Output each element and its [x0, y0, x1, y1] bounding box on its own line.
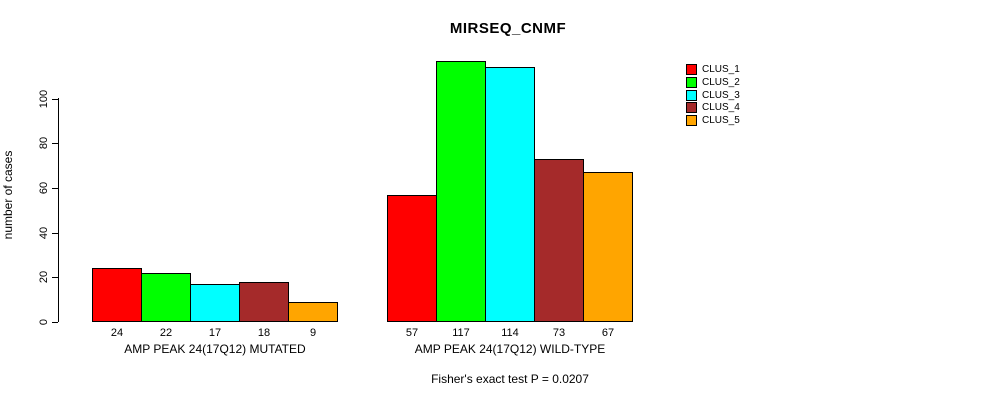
- bar-clus_4-group1: [239, 282, 289, 322]
- y-tick-mark: [52, 188, 58, 189]
- bar-value-label: 114: [501, 327, 519, 339]
- legend-entry-clus_5: CLUS_5: [686, 114, 740, 127]
- legend-entry-clus_3: CLUS_3: [686, 89, 740, 102]
- bar-value-label: 117: [452, 327, 470, 339]
- bar-value-label: 73: [552, 327, 566, 339]
- bar-clus_2-group2: [436, 61, 486, 322]
- y-tick-mark: [52, 233, 58, 234]
- chart-title: MIRSEQ_CNMF: [449, 20, 567, 37]
- y-axis-label: number of cases: [1, 150, 15, 240]
- bar-clus_5-group2: [583, 172, 633, 322]
- bar-clus_3-group2: [485, 67, 535, 322]
- y-tick-mark: [52, 277, 58, 278]
- legend-swatch-icon: [686, 76, 697, 88]
- bar-clus_3-group1: [190, 284, 240, 322]
- legend-label: CLUS_2: [702, 76, 740, 88]
- legend-label: CLUS_5: [702, 115, 740, 127]
- legend-entry-clus_4: CLUS_4: [686, 101, 740, 114]
- bar-value-label: 57: [405, 327, 419, 339]
- legend-entry-clus_1: CLUS_1: [686, 63, 740, 76]
- legend-label: CLUS_3: [702, 89, 740, 101]
- y-tick-mark: [52, 143, 58, 144]
- bar-clus_4-group2: [534, 159, 584, 322]
- y-tick-label: 40: [38, 226, 50, 240]
- bar-clus_1-group1: [92, 268, 142, 322]
- bar-value-label: 22: [159, 327, 173, 339]
- bar-value-label: 24: [110, 327, 124, 339]
- bar-value-label: 67: [601, 327, 615, 339]
- y-tick-mark: [52, 322, 58, 323]
- y-tick-label: 100: [38, 89, 50, 109]
- legend-swatch-icon: [686, 64, 697, 75]
- y-tick-label: 20: [38, 270, 50, 284]
- bar-clus_5-group1: [288, 302, 338, 322]
- y-tick-mark: [52, 99, 58, 100]
- legend-label: CLUS_4: [702, 102, 740, 114]
- bar-value-label: 18: [257, 327, 271, 339]
- legend-swatch-icon: [686, 89, 697, 101]
- bar-clus_2-group1: [141, 273, 191, 322]
- bar-value-label: 17: [208, 327, 222, 339]
- legend-label: CLUS_1: [702, 64, 740, 75]
- legend-entry-clus_2: CLUS_2: [686, 76, 740, 89]
- y-tick-label: 60: [38, 181, 50, 195]
- y-axis-line: [58, 98, 59, 322]
- x-axis-label-mutated: AMP PEAK 24(17Q12) MUTATED: [124, 342, 306, 356]
- legend-swatch-icon: [686, 115, 697, 127]
- legend-swatch-icon: [686, 102, 697, 114]
- x-axis-label-wild-type: AMP PEAK 24(17Q12) WILD-TYPE: [414, 342, 606, 356]
- bar-clus_1-group2: [387, 195, 437, 322]
- y-tick-label: 80: [38, 136, 50, 150]
- bar-value-label: 9: [309, 327, 317, 339]
- fisher-exact-test-annotation: Fisher's exact test P = 0.0207: [431, 372, 589, 386]
- y-tick-label: 0: [38, 318, 50, 326]
